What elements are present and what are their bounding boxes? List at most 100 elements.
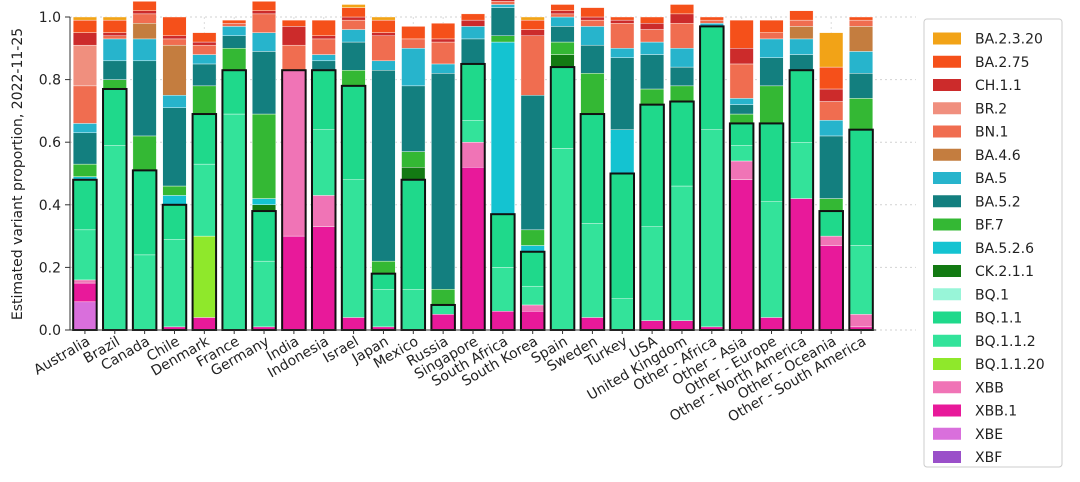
y-tick-label: 1.0	[39, 10, 61, 26]
legend-swatch	[933, 79, 961, 91]
bar-segment	[490, 0, 515, 2]
bar-segment	[102, 38, 127, 62]
bar-segment	[640, 54, 665, 90]
bar-segment	[461, 26, 485, 40]
bar-segment	[252, 198, 276, 205]
bar-segment	[640, 226, 665, 321]
axes	[65, 16, 876, 334]
bar-segment	[699, 26, 724, 130]
bar-segment	[371, 273, 396, 290]
bar-segment	[759, 85, 784, 124]
bar-segment	[102, 19, 127, 33]
bar-segment	[670, 85, 694, 102]
legend-label: BA.5.2.6	[975, 241, 1034, 257]
bar-segment	[311, 129, 336, 196]
bar-segment	[729, 179, 754, 331]
bar-segment	[431, 73, 456, 290]
bar-segment	[162, 185, 187, 196]
bar-segment	[371, 16, 396, 21]
bar-segment	[759, 38, 784, 58]
bar-segment	[72, 282, 97, 303]
bar-segment	[192, 32, 217, 43]
bar-segment	[490, 7, 515, 36]
bar-segment	[520, 95, 545, 231]
bar-segment	[132, 254, 157, 331]
bar-segment	[759, 201, 784, 318]
bar-segment	[849, 73, 874, 99]
bar-segment	[789, 198, 814, 331]
bar-segment	[461, 167, 485, 331]
bar-segment	[520, 229, 545, 246]
bar-segment	[849, 19, 874, 27]
bar-segment	[431, 23, 456, 40]
bar-segment	[819, 245, 844, 331]
bar-segment	[162, 16, 187, 36]
bar-segment	[670, 320, 694, 331]
bar-segment	[520, 16, 545, 21]
bar-segment	[132, 135, 157, 171]
bar-segment	[729, 160, 754, 180]
legend-label: BA.2.75	[975, 55, 1030, 71]
bar-segment	[789, 141, 814, 199]
bar-segment	[580, 19, 605, 27]
bar-segment	[550, 66, 575, 149]
bar-segment	[461, 38, 485, 65]
bar-segment	[819, 66, 844, 90]
bar-segment	[490, 4, 515, 8]
bar-segment	[311, 70, 336, 130]
bar-segment	[580, 44, 605, 74]
bar-segment	[72, 163, 97, 177]
bar-segment	[849, 129, 874, 246]
bar-segment	[401, 38, 426, 49]
bar-segment	[640, 104, 665, 227]
legend-label: BR.2	[975, 101, 1007, 117]
bar-segment	[759, 317, 784, 331]
bar-segment	[819, 88, 844, 102]
bar-segment	[72, 44, 97, 87]
bar-segment	[640, 23, 665, 30]
bar-segment	[520, 19, 545, 30]
bar-segment	[192, 113, 217, 165]
bar-segment	[132, 1, 157, 11]
bar-segment	[192, 235, 217, 318]
bar-segment	[610, 23, 635, 49]
bar-segment	[640, 29, 665, 43]
bar-segment	[252, 10, 276, 15]
bar-segment	[252, 260, 276, 328]
bar-segment	[281, 235, 306, 331]
y-tick-label: 0.0	[39, 323, 61, 339]
bar-segment	[490, 41, 515, 215]
legend-swatch	[933, 311, 961, 324]
bar-segment	[281, 70, 306, 237]
bar-segment	[640, 320, 665, 331]
bar-segment	[461, 13, 485, 21]
bar-segment	[729, 48, 754, 65]
legend-swatch	[933, 334, 961, 347]
bar-segment	[699, 16, 724, 21]
legend-label: CK.2.1.1	[975, 264, 1034, 280]
bar-segment	[102, 145, 127, 331]
bar-segment	[580, 317, 605, 331]
bar-segment	[670, 101, 694, 187]
bar-segment	[371, 60, 396, 71]
legend-swatch	[933, 358, 961, 370]
bar-segment	[789, 26, 814, 40]
y-tick-label: 0.4	[39, 198, 61, 214]
bar-segment	[670, 13, 694, 24]
bar-segment	[72, 16, 97, 21]
legend-swatch	[933, 288, 961, 301]
legend-label: BA.5	[975, 171, 1007, 187]
bar-segment	[490, 35, 515, 43]
legend-label: BQ.1.1.20	[975, 357, 1045, 373]
bar-segment	[311, 54, 336, 62]
bar-segment	[461, 19, 485, 27]
bar-segment	[670, 185, 694, 321]
bar-segment	[550, 13, 575, 18]
bar-segment	[281, 19, 306, 27]
bar-segment	[72, 19, 97, 33]
bar-segment	[72, 32, 97, 46]
bar-segment	[102, 88, 127, 146]
bar-segment	[550, 41, 575, 55]
bar-segment	[252, 13, 276, 33]
bar-segment	[610, 129, 635, 174]
